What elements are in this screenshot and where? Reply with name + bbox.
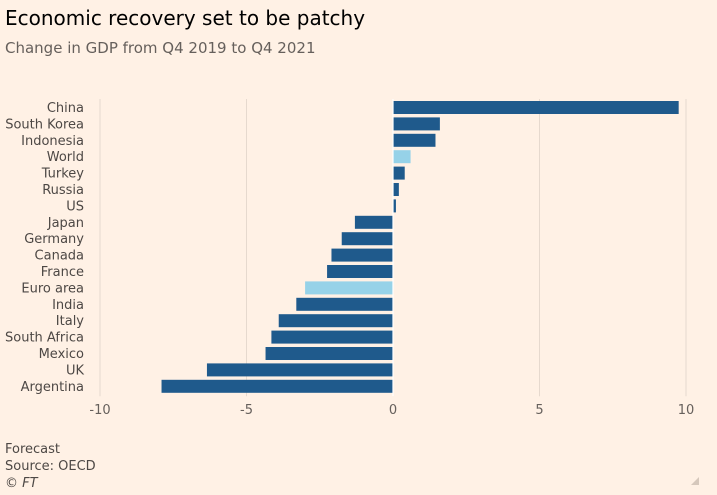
category-label: Japan bbox=[47, 216, 84, 231]
x-tick-label: -10 bbox=[89, 403, 110, 418]
bar-euro-area bbox=[305, 281, 393, 295]
category-label: Germany bbox=[24, 232, 84, 247]
bar-south-africa bbox=[271, 330, 393, 344]
x-tick-label: -5 bbox=[240, 403, 253, 418]
category-label: World bbox=[47, 150, 84, 165]
bar-russia bbox=[393, 183, 399, 196]
category-label: South Korea bbox=[5, 117, 84, 132]
x-tick-label: 5 bbox=[535, 403, 543, 418]
bar-argentina bbox=[161, 379, 393, 393]
bar-turkey bbox=[393, 166, 405, 180]
chart-title: Economic recovery set to be patchy bbox=[5, 6, 366, 30]
bar-canada bbox=[331, 248, 393, 262]
category-label: UK bbox=[66, 363, 85, 378]
category-label: Mexico bbox=[39, 347, 84, 362]
category-label: Italy bbox=[56, 314, 85, 329]
bar-germany bbox=[341, 232, 393, 246]
category-label: South Africa bbox=[5, 331, 84, 346]
bar-south-korea bbox=[393, 117, 440, 131]
bar-france bbox=[327, 265, 393, 278]
category-label: China bbox=[47, 101, 84, 116]
category-label: Argentina bbox=[21, 380, 84, 395]
bar-world bbox=[393, 150, 411, 164]
category-label: Turkey bbox=[41, 167, 85, 182]
source: Source: OECD bbox=[5, 459, 96, 474]
bar-india bbox=[296, 297, 393, 311]
bar-italy bbox=[278, 314, 393, 328]
x-tick-label: 0 bbox=[389, 403, 397, 418]
bar-indonesia bbox=[393, 133, 436, 147]
category-label: France bbox=[41, 265, 84, 280]
x-tick-label: 10 bbox=[678, 403, 695, 418]
resize-handle-icon bbox=[691, 477, 699, 485]
category-label: Russia bbox=[42, 183, 84, 198]
chart-subtitle: Change in GDP from Q4 2019 to Q4 2021 bbox=[5, 39, 316, 57]
bar-mexico bbox=[265, 347, 393, 360]
footnote: Forecast bbox=[5, 442, 61, 457]
category-label: Canada bbox=[35, 249, 84, 264]
category-label: Indonesia bbox=[21, 134, 84, 149]
bar-uk bbox=[206, 363, 393, 377]
bar-china bbox=[393, 101, 679, 114]
category-label: Euro area bbox=[21, 281, 84, 296]
bar-us bbox=[393, 199, 396, 213]
bar-japan bbox=[354, 215, 393, 229]
category-label: US bbox=[66, 199, 84, 214]
credit: © FT bbox=[5, 476, 38, 491]
category-label: India bbox=[52, 298, 84, 313]
